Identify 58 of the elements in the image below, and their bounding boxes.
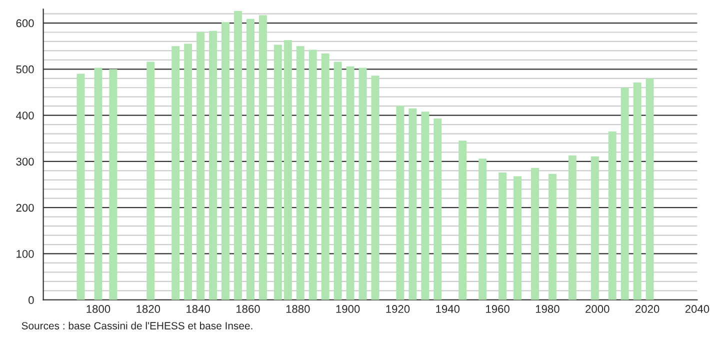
y-tick-label: 200 (16, 204, 34, 212)
bar (76, 74, 85, 300)
x-tick-label: 1800 (86, 305, 110, 313)
bar (434, 118, 442, 300)
bar (284, 40, 292, 300)
y-tick-label: 100 (16, 250, 34, 258)
bar (478, 158, 487, 300)
bar (196, 32, 205, 300)
bar (548, 174, 556, 300)
bar (146, 62, 155, 300)
y-tick-label: 0 (28, 296, 34, 304)
bar (358, 68, 367, 300)
bar (568, 155, 576, 300)
bar (590, 156, 599, 300)
x-tick-label: 1940 (436, 305, 460, 313)
bar (514, 176, 522, 300)
x-tick-label: 1820 (136, 305, 160, 313)
x-tick-label: 1900 (336, 305, 360, 313)
bar (209, 30, 218, 300)
y-tick-label: 300 (16, 158, 34, 166)
x-tick-label: 2000 (586, 305, 610, 313)
bar (620, 88, 629, 300)
x-tick-label: 1840 (186, 305, 210, 313)
bar (321, 53, 330, 300)
bar (308, 50, 317, 300)
x-tick-label: 1880 (286, 305, 310, 313)
bar (646, 78, 654, 300)
x-tick-label: 2040 (685, 305, 710, 313)
bar (396, 106, 404, 300)
x-tick-label: 2020 (636, 305, 660, 313)
y-tick-label: 400 (16, 112, 34, 120)
bar (222, 22, 230, 300)
bar (633, 82, 642, 300)
bar (608, 131, 616, 300)
bar (421, 112, 430, 300)
x-tick-label: 1980 (536, 305, 560, 313)
bar (458, 140, 467, 300)
bar (234, 11, 242, 300)
x-tick-label: 1860 (236, 305, 260, 313)
bar (334, 62, 342, 300)
source-note: Sources : base Cassini de l'EHESS et base Insee. (22, 322, 252, 330)
x-tick-label: 1960 (486, 305, 510, 313)
bar (246, 18, 254, 300)
bar (498, 172, 507, 300)
bar (274, 44, 282, 300)
bar (296, 46, 304, 300)
y-tick-label: 600 (16, 19, 34, 28)
bar (184, 44, 192, 300)
bar (94, 68, 102, 300)
bar (172, 46, 180, 300)
bar (258, 15, 267, 300)
y-tick-label: 500 (16, 65, 34, 74)
x-tick-label: 1920 (386, 305, 410, 313)
bar (530, 168, 539, 300)
bar (109, 69, 118, 300)
bar (408, 108, 417, 300)
bar (346, 66, 354, 300)
bar (371, 76, 380, 300)
